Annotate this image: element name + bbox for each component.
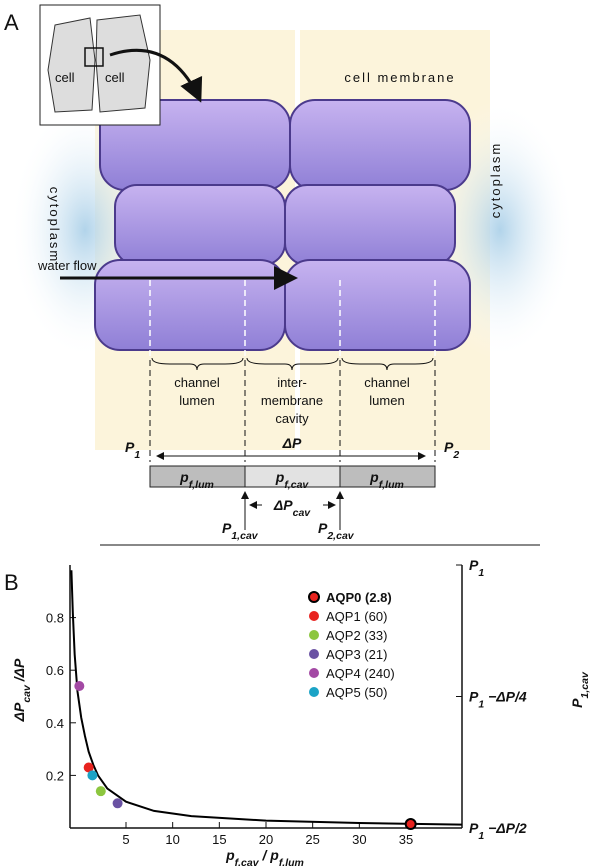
flow-label: water flow [37,258,97,273]
protein-part [115,185,285,265]
inset-label: cell [55,70,75,85]
subscript: 1,cav [231,530,258,542]
legend-marker [309,630,319,640]
subscript: f,lum [379,479,404,491]
x-tick-label: 20 [259,832,273,847]
data-point [96,786,106,796]
protein-part [285,185,455,265]
y2-axis-label: P1,cav [569,671,591,708]
text-part: −ΔP/4 [484,689,527,705]
text-part: p [269,847,279,863]
text-part: ΔP [282,435,302,451]
protein [95,100,470,350]
pressure-label: P2,cav [318,520,355,542]
cytoplasm-label: cytoplasm [488,142,503,219]
x-tick-label: 5 [122,832,129,847]
legend-marker [309,687,319,697]
protein-part [285,260,470,350]
legend-marker [309,592,319,602]
y2-tick-label: P1 −ΔP/4 [469,689,527,711]
region-label: lumen [179,393,214,408]
region-label: channel [364,375,410,390]
y-axis-label: ΔPcav /ΔP [11,658,33,722]
membrane-label: cell membrane [344,70,455,85]
y-tick-label: 0.2 [46,768,64,783]
legend-label: AQP1 (60) [326,609,387,624]
pressure-label: ΔP [282,435,302,451]
region-label: lumen [369,393,404,408]
x-tick-label: 25 [305,832,319,847]
y2-tick-label: P1 −ΔP/2 [469,820,527,842]
inset-cell [48,18,95,112]
text-part: p [179,469,189,485]
text-part: ΔP [273,497,293,513]
subscript: f,cav [235,857,260,866]
inset-label: cell [105,70,125,85]
text-part: / [259,847,271,863]
subscript: f,lum [189,479,214,491]
fit-curve [71,570,462,824]
protein-part [290,100,470,190]
text-part: p [225,847,235,863]
y-tick-label: 0.4 [46,716,64,731]
subscript: 2 [452,449,459,461]
data-point [113,798,123,808]
protein-part [95,260,285,350]
region-label: channel [174,375,220,390]
region-label: inter- [277,375,307,390]
inset-cell [96,15,150,112]
data-point [74,681,84,691]
figure: Acell cell cell membrane cytoplasm cytoplasm… [0,0,592,866]
text-part: p [275,469,285,485]
legend-label: AQP0 (2.8) [326,590,392,605]
region-label: membrane [261,393,323,408]
data-point [406,819,416,829]
subscript: f,lum [279,857,304,866]
text-part: p [369,469,379,485]
x-tick-label: 35 [399,832,413,847]
subscript: cav [21,684,33,703]
text-part: −ΔP/2 [484,820,527,836]
subscript: f,cav [284,479,309,491]
data-point [87,770,97,780]
subscript: cav [293,507,312,519]
illustration [10,5,575,545]
subscript: 1 [134,449,140,461]
page: Acell cell cell membrane cytoplasm cytoplasm… [0,0,592,866]
x-tick-label: 15 [212,832,226,847]
text-part: ΔP [11,702,27,722]
legend-marker [309,668,319,678]
x-tick-label: 30 [352,832,366,847]
legend-label: AQP3 (21) [326,647,387,662]
legend-marker [309,611,319,621]
pressure-label: P1,cav [222,520,259,542]
legend-marker [309,649,319,659]
y-tick-label: 0.6 [46,663,64,678]
text-part: ΔP [11,658,27,678]
subscript: 1,cav [579,671,591,698]
panel-label: A [4,10,19,35]
legend-label: AQP4 (240) [326,666,395,681]
subscript: 1 [478,567,484,579]
region-label: cavity [275,411,309,426]
y-tick-label: 0.8 [46,611,64,626]
cytoplasm-label: cytoplasm [47,187,62,264]
x-axis-label: pf,cav / pf,lum [225,847,304,866]
x-tick-label: 10 [165,832,179,847]
panel-label: B [4,570,19,595]
y2-tick-label: P1 [469,557,484,579]
pressure-label: ΔPcav [273,497,311,519]
legend-label: AQP5 (50) [326,685,387,700]
subscript: 2,cav [326,530,354,542]
legend-label: AQP2 (33) [326,628,387,643]
